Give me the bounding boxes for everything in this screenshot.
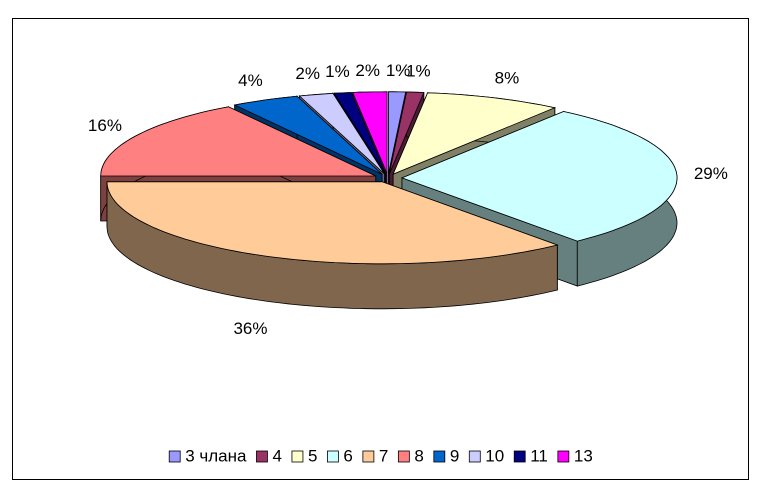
- data-label: 8%: [495, 68, 520, 87]
- legend-swatch: [362, 450, 375, 463]
- data-label: 29%: [694, 164, 728, 183]
- legend-label: 11: [530, 446, 548, 465]
- slice-top: [233, 95, 383, 175]
- data-label: 2%: [355, 61, 380, 80]
- slice-top: [100, 106, 376, 177]
- pie: [100, 91, 678, 310]
- legend-label: 6: [343, 446, 352, 465]
- legend-label: 5: [308, 446, 317, 465]
- legend-label: 9: [450, 446, 459, 465]
- slice-top: [388, 91, 425, 175]
- slice: [106, 181, 559, 310]
- data-label: 1%: [406, 61, 431, 80]
- legend-label: 3 члана: [185, 446, 247, 465]
- slice-top: [106, 181, 559, 265]
- slice-top: [352, 91, 388, 174]
- legend-swatch: [433, 450, 446, 463]
- legend-swatch: [513, 450, 526, 463]
- legend-swatch: [557, 450, 570, 463]
- slice-top: [333, 92, 387, 175]
- data-label: 1%: [325, 62, 350, 81]
- slice-top: [392, 92, 557, 175]
- legend-swatch: [168, 450, 181, 463]
- data-label: 16%: [88, 116, 122, 135]
- legend-swatch: [468, 450, 481, 463]
- legend-swatch: [327, 450, 339, 463]
- legend-label: 4: [272, 446, 281, 465]
- legend-swatch: [397, 450, 410, 463]
- slice-top: [400, 111, 678, 242]
- slice-top: [387, 91, 407, 174]
- legend-swatch: [256, 450, 268, 463]
- legend-label: 7: [379, 446, 388, 465]
- legend: 3 члана 4 5 6 7 8 9 10 11 13: [168, 446, 593, 465]
- legend-label: 10: [485, 446, 504, 465]
- legend-label: 13: [574, 446, 593, 465]
- data-label: 1%: [386, 61, 411, 80]
- legend-label: 8: [414, 446, 423, 465]
- data-label: 2%: [295, 64, 320, 83]
- data-label: 36%: [233, 319, 267, 338]
- slice-top: [298, 92, 385, 175]
- data-label: 4%: [238, 71, 263, 90]
- legend-swatch: [291, 450, 304, 463]
